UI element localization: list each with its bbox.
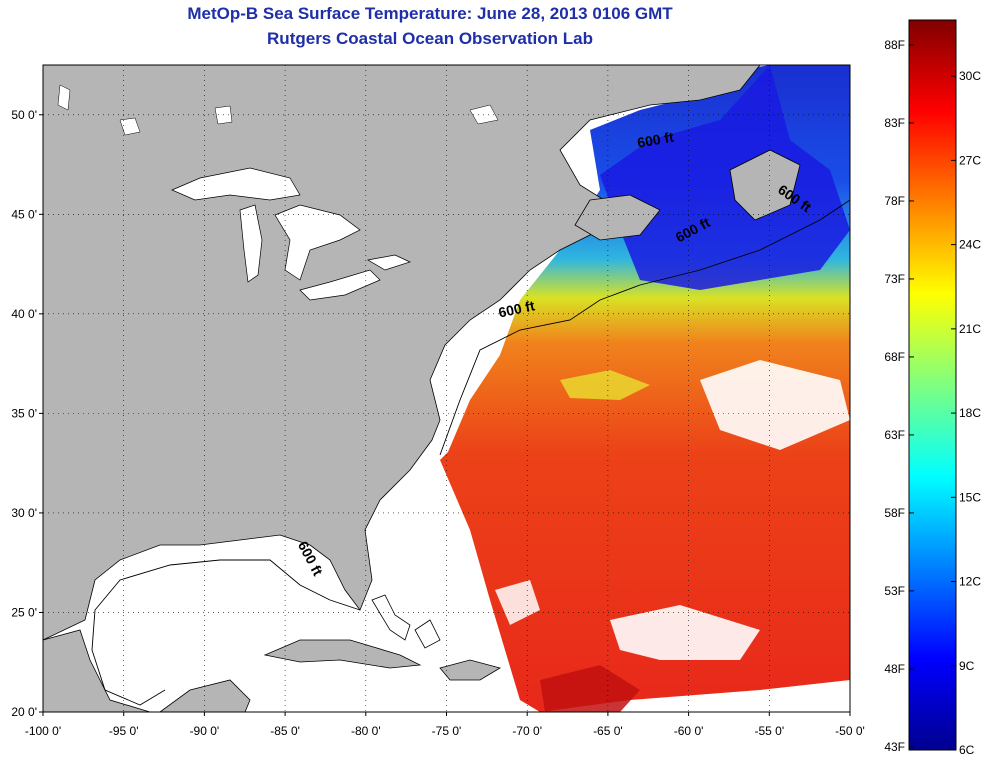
land-maritimes — [574, 194, 661, 241]
lat-tick-label: 20 0' — [11, 705, 37, 719]
lon-tick-label: -95 0' — [109, 724, 139, 738]
lat-tick-label: 25 0' — [11, 605, 37, 619]
latitude-axis: 20 0' 25 0' 30 0' 35 0' 40 0' 45 0' 50 0' — [11, 108, 43, 719]
land-north-america — [43, 65, 761, 641]
map-subtitle: Rutgers Coastal Ocean Observation Lab — [267, 29, 593, 48]
sst-warm-streak — [560, 370, 650, 400]
lon-tick-label: -65 0' — [593, 724, 623, 738]
lon-tick-label: -60 0' — [674, 724, 704, 738]
land-newfoundland — [729, 149, 801, 221]
great-lakes — [171, 167, 411, 301]
longitude-axis: -100 0' -95 0' -90 0' -85 0' -80 0' -75 0' -70… — [25, 712, 865, 738]
lat-tick-label: 40 0' — [11, 307, 37, 321]
lon-tick-label: -85 0' — [270, 724, 300, 738]
sst-hot-patch — [540, 665, 640, 712]
land-yucatan — [159, 679, 251, 712]
bathymetry-contour-600ft-gulf — [91, 559, 361, 706]
land-hispaniola — [439, 659, 502, 681]
lon-tick-label: -75 0' — [432, 724, 462, 738]
contour-label-600ft: 600 ft — [497, 297, 536, 320]
lon-tick-label: -50 0' — [835, 724, 865, 738]
sst-cold-region — [600, 65, 850, 290]
bathymetry-contour-600ft — [439, 199, 850, 456]
lon-tick-label: -80 0' — [351, 724, 381, 738]
cloud-patch — [610, 605, 760, 660]
lat-tick-label: 30 0' — [11, 506, 37, 520]
lat-tick-label: 45 0' — [11, 207, 37, 221]
land-bahamas — [371, 594, 441, 649]
contour-label-600ft: 600 ft — [636, 129, 675, 151]
land-cuba — [263, 639, 422, 669]
cloud-patch — [700, 360, 850, 450]
land-mexico — [43, 629, 151, 712]
lon-tick-label: -100 0' — [25, 724, 61, 738]
lon-tick-label: -70 0' — [512, 724, 542, 738]
lat-tick-label: 35 0' — [11, 406, 37, 420]
cloud-patch — [495, 580, 540, 625]
map-title: MetOp-B Sea Surface Temperature: June 28… — [187, 4, 673, 23]
lon-tick-label: -90 0' — [190, 724, 220, 738]
lon-tick-label: -55 0' — [754, 724, 784, 738]
lat-tick-label: 50 0' — [11, 108, 37, 122]
